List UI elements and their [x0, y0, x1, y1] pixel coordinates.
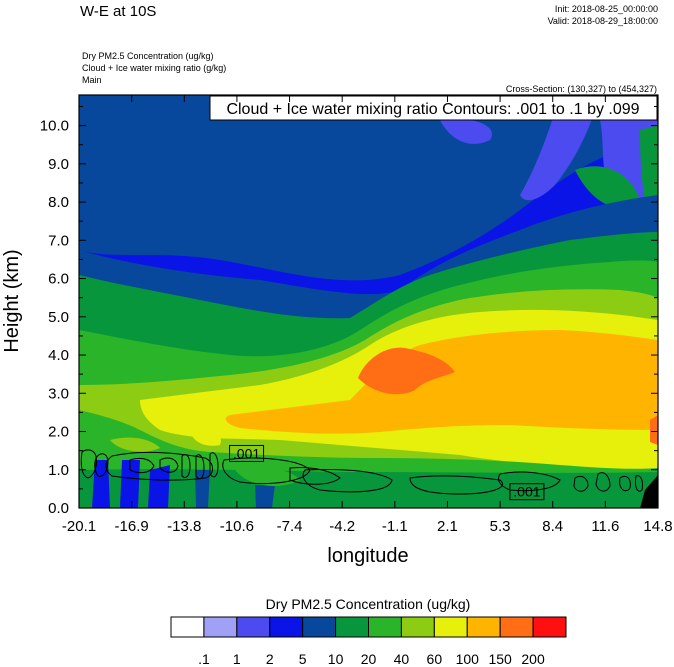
valid-time: Valid: 2018-08-29_18:00:00 — [548, 16, 658, 26]
colorbar-swatch — [269, 616, 304, 638]
colorbar-swatch — [433, 616, 468, 638]
colorbar-swatch — [532, 616, 567, 638]
x-tick-label: 5.3 — [490, 518, 511, 535]
colorbar-label: 1 — [233, 651, 241, 667]
plot-title: W-E at 10S — [80, 3, 156, 20]
y-tick-label: 10.0 — [40, 118, 69, 135]
y-tick-label: 0.0 — [48, 500, 69, 517]
y-tick-label: 3.0 — [48, 385, 69, 402]
field-label-main: Main — [82, 75, 102, 85]
contour-labels: .001 .001 — [229, 444, 545, 501]
cloud-contours — [80, 449, 643, 495]
contour-label-box — [229, 444, 265, 462]
colorbar-label: 20 — [361, 651, 377, 667]
colorbar: .1 1 2 5 10 20 40 60 100 150 200 — [170, 616, 567, 667]
y-tick-label: 4.0 — [48, 347, 69, 364]
shaded-field — [79, 95, 658, 508]
x-axis: -20.1 -16.9 -13.8 -10.6 -7.4 -4.2 -1.1 2.1 5.3 8.… — [62, 95, 673, 535]
x-tick-label: -7.4 — [277, 518, 303, 535]
colorbar-label: 40 — [394, 651, 410, 667]
x-tick-label: 14.8 — [643, 518, 672, 535]
colorbar-label: 200 — [521, 651, 545, 667]
contour-label: .001 — [513, 484, 540, 500]
colorbar-label: 150 — [488, 651, 512, 667]
colorbar-swatch — [400, 616, 435, 638]
x-tick-label: -16.9 — [115, 518, 149, 535]
colorbar-label: 5 — [299, 651, 307, 667]
contour-info-text: Cloud + Ice water mixing ratio Contours:… — [226, 101, 639, 118]
x-tick-label: -1.1 — [382, 518, 408, 535]
field-label-cloud: Cloud + Ice water mixing ratio (g/kg) — [82, 63, 226, 73]
colorbar-label: .1 — [198, 651, 210, 667]
colorbar-swatch — [466, 616, 501, 638]
x-axis-label: longitude — [327, 545, 408, 567]
y-tick-label: 8.0 — [48, 194, 69, 211]
x-tick-label: 2.1 — [437, 518, 458, 535]
contour-label: .001 — [233, 445, 260, 461]
x-tick-label: -20.1 — [62, 518, 96, 535]
y-tick-label: 9.0 — [48, 156, 69, 173]
colorbar-label: 2 — [266, 651, 274, 667]
field-label-pm25: Dry PM2.5 Concentration (ug/kg) — [82, 51, 214, 61]
colorbar-swatch — [203, 616, 238, 638]
plot-frame — [78, 94, 659, 509]
colorbar-title: Dry PM2.5 Concentration (ug/kg) — [266, 596, 471, 612]
cross-section-label: Cross-Section: (130,327) to (454,327) — [506, 84, 657, 94]
colorbar-label: 10 — [328, 651, 344, 667]
colorbar-swatch — [170, 616, 205, 638]
colorbar-swatch — [499, 616, 534, 638]
y-axis-label: Height (km) — [1, 249, 23, 352]
y-tick-label: 7.0 — [48, 232, 69, 249]
colorbar-swatch — [236, 616, 271, 638]
y-axis: 0.0 1.0 2.0 3.0 4.0 5.0 6.0 7.0 8.0 9.0 10.0 — [40, 105, 658, 517]
init-time: Init: 2018-08-25_00:00:00 — [555, 4, 658, 14]
x-tick-label: 8.4 — [542, 518, 563, 535]
x-tick-label: 11.6 — [591, 518, 619, 535]
x-tick-label: -13.8 — [167, 518, 201, 535]
colorbar-swatch — [335, 616, 370, 638]
colorbar-label: 100 — [456, 651, 480, 667]
y-tick-label: 5.0 — [48, 309, 69, 326]
colorbar-swatch — [302, 616, 337, 638]
contour-label-box — [509, 483, 545, 501]
x-tick-label: -4.2 — [329, 518, 355, 535]
colorbar-label: 60 — [427, 651, 443, 667]
x-tick-label: -10.6 — [220, 518, 254, 535]
y-tick-label: 2.0 — [48, 424, 69, 441]
y-tick-label: 1.0 — [48, 462, 69, 479]
colorbar-swatch — [368, 616, 402, 638]
contour-info-box: Cloud + Ice water mixing ratio Contours:… — [209, 95, 658, 121]
y-tick-label: 6.0 — [48, 271, 69, 288]
